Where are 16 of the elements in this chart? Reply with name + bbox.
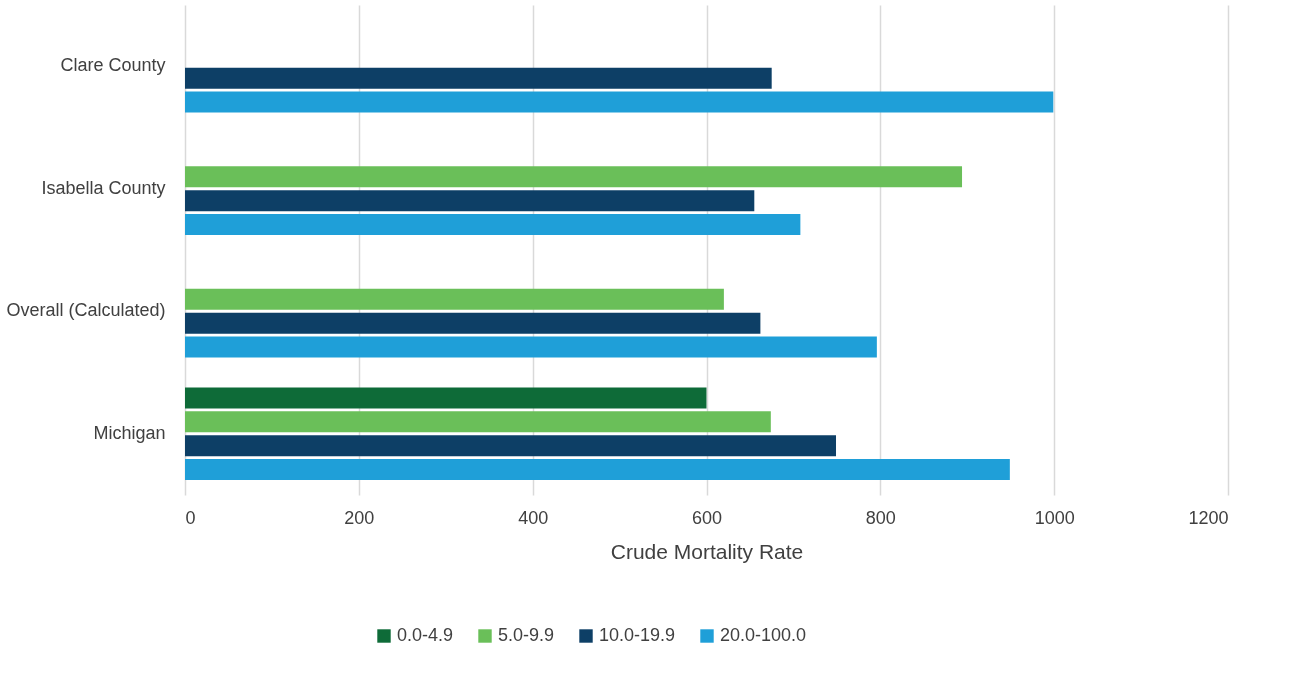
y-tick-label: Clare County (60, 55, 166, 76)
y-tick-label: Overall (Calculated) (6, 300, 166, 321)
x-axis-title: Crude Mortality Rate (610, 539, 804, 563)
x-tick-label: 1200 (1188, 507, 1229, 528)
legend-label: 20.0-100.0 (720, 625, 807, 645)
legend-label: 10.0-19.9 (599, 625, 676, 645)
y-tick-label: Isabella County (41, 177, 166, 198)
x-tick-label: 1000 (1034, 507, 1075, 528)
legend-label: 0.0-4.9 (397, 625, 454, 645)
x-tick-label: 0 (185, 507, 196, 528)
x-tick-label: 400 (518, 507, 549, 528)
y-tick-label: Michigan (93, 422, 166, 443)
legend-label: 5.0-9.9 (498, 625, 555, 645)
x-tick-label: 800 (865, 507, 896, 528)
x-tick-label: 200 (344, 507, 375, 528)
x-tick-label: 600 (691, 507, 723, 528)
